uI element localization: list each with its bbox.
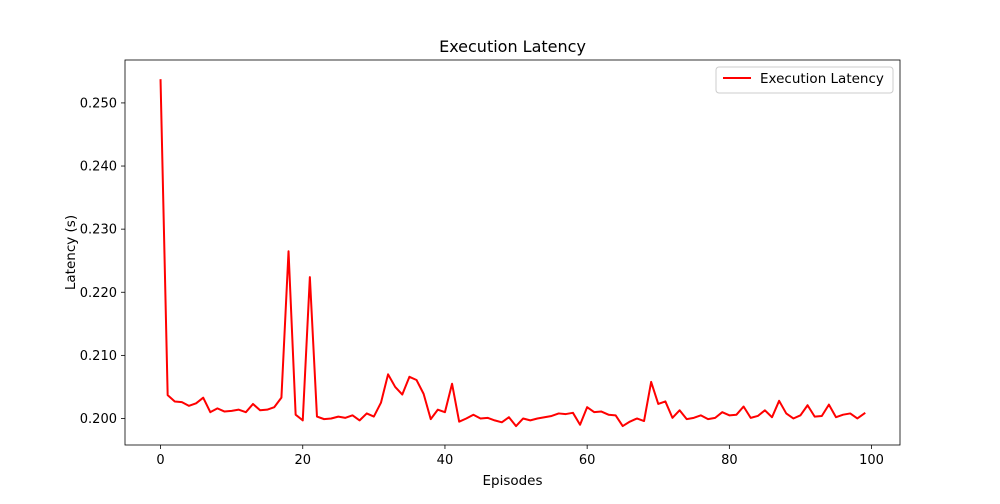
y-axis-ticks: 0.200 0.210 0.220 0.230 0.240 0.250 [80,96,125,427]
plot-area-background [125,60,900,445]
x-tick-label: 0 [156,453,164,468]
chart-title: Execution Latency [439,37,586,56]
y-tick-label: 0.220 [80,286,117,301]
series-line-1 [159,79,866,428]
x-axis-ticks: 0 20 40 60 80 100 [156,445,884,468]
x-tick-label: 40 [437,453,454,468]
legend-label: Execution Latency [760,71,884,87]
y-tick-label: 0.200 [80,412,117,427]
y-tick-label: 0.250 [80,96,117,111]
legend-box [715,66,894,94]
y-axis-label: Latency (s) [63,215,79,290]
legend: Execution Latency [715,66,894,94]
plot-area-frame [124,59,901,446]
y-tick-label: 0.230 [80,223,117,238]
x-tick-label: 80 [721,453,738,468]
y-tick-label: 0.210 [80,349,117,364]
x-tick-label: 60 [579,453,596,468]
y-tick-label: 0.240 [80,160,117,175]
x-tick-label: 100 [859,453,884,468]
x-tick-label: 20 [294,453,311,468]
x-axis-label: Episodes [482,473,542,489]
series-layer [159,79,866,428]
